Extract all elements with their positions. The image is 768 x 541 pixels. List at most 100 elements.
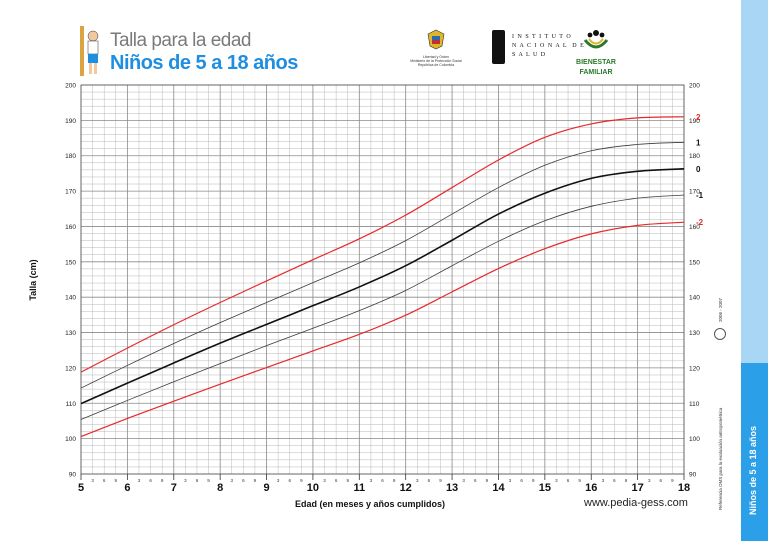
x-tick-label: 18 [678,482,690,494]
family-icon [583,30,609,49]
month-tick-label: 3 [555,478,558,483]
month-tick-label: 6 [242,478,245,483]
series-layer [80,116,685,438]
x-tick-label: 8 [217,482,223,494]
series-line-2 [80,116,685,373]
x-tick-label: 15 [539,482,551,494]
y-axis-label: Talla (cm) [28,259,38,300]
title-line-2: Niños de 5 a 18 años [110,52,298,74]
month-tick-label: 6 [381,478,384,483]
bienestar-line-2: FAMILIAR [579,69,613,76]
chart-major-grid [80,84,685,475]
month-tick-label: 9 [161,478,164,483]
series-labels: 2 1 0 -1 -2 [696,113,704,227]
y-tick-label: 100 [65,436,76,443]
month-tick-label: 3 [323,478,326,483]
month-tick-label: 9 [254,478,257,483]
month-tick-label: 3 [370,478,373,483]
y-tick-label: 150 [65,259,76,266]
plot-frame [80,84,685,475]
y-tick-label-right: 190 [689,118,700,125]
side-band-active [741,363,768,541]
colombia-logo-line-1: Libertad y Orden [422,55,450,59]
month-tick-label: 9 [300,478,303,483]
y-tick-label: 90 [69,472,77,479]
month-tick-label: 3 [91,478,94,483]
x-tick-label: 17 [631,482,643,494]
month-tick-label: 9 [671,478,674,483]
series-label-2: 2 [696,113,701,122]
x-tick-label: 10 [307,482,319,494]
month-tick-label: 6 [428,478,431,483]
y-tick-label: 140 [65,295,76,302]
y-tick-label: 160 [65,224,76,231]
month-tick-label: 6 [474,478,477,483]
child-ruler-icon [80,26,99,76]
y-tick-label: 110 [66,401,77,408]
series-label-0: 0 [696,165,701,174]
series-line--1 [80,194,685,420]
colombia-ministry-logo: Libertad y Orden Ministerio de la Protec… [396,28,476,67]
month-tick-label: 6 [288,478,291,483]
y-tick-label-right: 110 [689,401,700,408]
series-line-0 [80,168,685,405]
month-tick-label: 6 [335,478,338,483]
month-tick-labels: 3 6 9 3 6 9 3 6 9 3 6 9 3 6 9 3 6 9 3 6 9 3 6 9 3 6 9 3 6 9 3 6 9 3 6 9 3 6 9 [91,478,674,483]
x-tick-label: 6 [124,482,130,494]
y-tick-label: 130 [65,330,76,337]
month-tick-label: 3 [416,478,419,483]
x-tick-label: 9 [263,482,269,494]
x-tick-label: 13 [446,482,458,494]
month-tick-label: 9 [346,478,349,483]
colombia-logo-line-3: República de Colombia [417,63,455,67]
header: Talla para la edad Niños de 5 a 18 años … [78,22,698,82]
y-tick-label: 190 [65,118,76,125]
bienestar-line-1: BIENESTAR [576,59,616,66]
month-tick-label: 6 [613,478,616,483]
y-tick-label: 120 [65,365,76,372]
month-tick-label: 3 [648,478,651,483]
month-tick-label: 3 [602,478,605,483]
month-tick-label: 9 [532,478,535,483]
month-tick-label: 3 [509,478,512,483]
month-tick-label: 9 [486,478,489,483]
month-tick-label: 3 [462,478,465,483]
x-tick-label: 12 [400,482,412,494]
month-tick-label: 9 [439,478,442,483]
month-tick-label: 6 [567,478,570,483]
colombia-logo-line-2: Ministerio de la Protección Social [410,59,462,63]
month-tick-label: 3 [138,478,141,483]
website-url[interactable]: www.pedia-gess.com [584,497,688,509]
month-tick-label: 6 [103,478,106,483]
y-tick-label-right: 180 [689,153,700,160]
month-tick-label: 9 [625,478,628,483]
title-line-1: Talla para la edad [110,30,252,51]
x-tick-label: 14 [492,482,505,494]
colombia-coat-of-arms-icon [427,29,445,50]
month-tick-label: 9 [115,478,118,483]
series-label-1: 1 [696,138,701,147]
y-tick-label: 200 [65,83,76,90]
ins-mark-icon [492,30,505,64]
y-tick-label-right: 200 [689,83,700,90]
series-label--2: -2 [696,218,704,227]
month-tick-label: 6 [149,478,152,483]
series-line--2 [80,221,685,438]
y-tick-label-right: 120 [689,365,700,372]
x-tick-label: 7 [171,482,177,494]
month-tick-label: 9 [393,478,396,483]
y-tick-label-right: 150 [689,259,700,266]
y-tick-label-right: 130 [689,330,700,337]
month-tick-label: 6 [520,478,523,483]
y-tick-label-right: 160 [689,224,700,231]
y-tick-label-right: 170 [689,189,700,196]
y-tick-label: 170 [65,189,76,196]
x-tick-label: 16 [585,482,597,494]
x-axis-label: Edad (en meses y años cumplidos) [295,499,445,509]
reference-text: Referencia OMS para la evaluación antrop… [718,407,723,510]
month-tick-label: 6 [660,478,663,483]
y-tick-label-right: 100 [689,436,700,443]
month-tick-label: 3 [230,478,233,483]
